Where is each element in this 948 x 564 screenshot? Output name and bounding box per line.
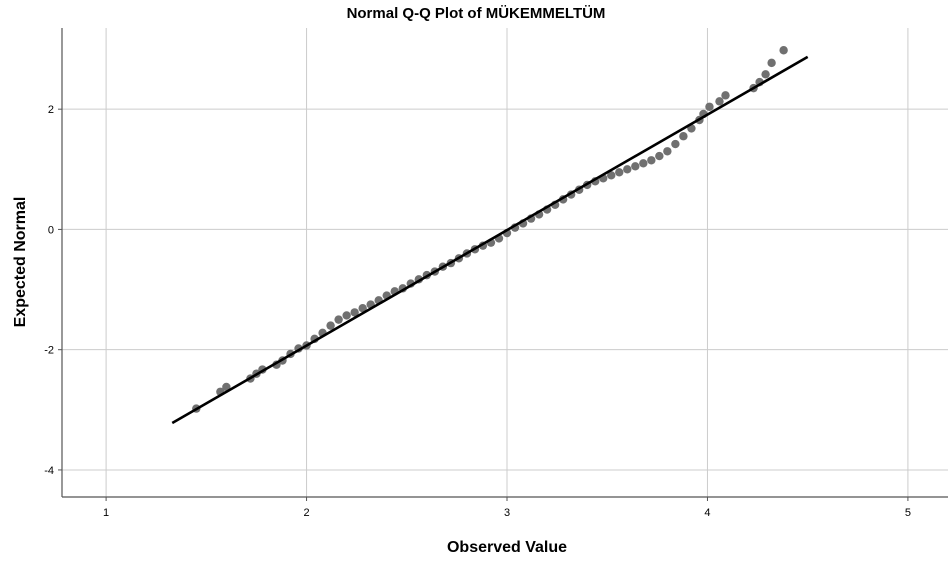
tick-labels: 1 2 3 4 5 2 0 -2 -4 [44, 104, 911, 519]
y-axis-label: Expected Normal [12, 197, 29, 328]
data-point [334, 315, 343, 324]
data-point [705, 102, 714, 111]
y-tick-label: 2 [48, 104, 54, 116]
data-point [767, 58, 776, 68]
x-tick-label: 1 [103, 507, 109, 519]
y-tick-label: -4 [44, 465, 54, 477]
axes-layer [61, 28, 948, 498]
chart-title: Normal Q-Q Plot of MÜKEMMELTÜM [347, 5, 606, 22]
data-point [358, 303, 367, 313]
grid-layer [62, 28, 948, 497]
data-point [655, 151, 664, 161]
x-axis-label: Observed Value [447, 539, 567, 556]
data-point [222, 382, 231, 392]
data-point [615, 168, 624, 177]
data-point [671, 139, 680, 149]
y-tick-label: -2 [44, 345, 54, 357]
data-point [607, 171, 616, 180]
x-tick-label: 3 [504, 507, 510, 519]
x-tick-label: 5 [905, 507, 911, 519]
reference-line [171, 55, 809, 425]
data-point [715, 97, 724, 106]
data-point [639, 159, 648, 168]
data-point [779, 46, 788, 55]
data-point [350, 308, 359, 317]
data-point [623, 165, 632, 174]
x-tick-label: 4 [704, 507, 710, 519]
data-point [679, 132, 688, 141]
data-point [647, 156, 656, 165]
data-point [326, 321, 335, 330]
x-tick-label: 2 [303, 507, 309, 519]
data-point [761, 70, 770, 79]
data-point [721, 91, 730, 100]
data-point [663, 147, 672, 156]
data-point [631, 162, 640, 171]
data-point [342, 311, 351, 320]
y-tick-label: 0 [48, 224, 54, 236]
